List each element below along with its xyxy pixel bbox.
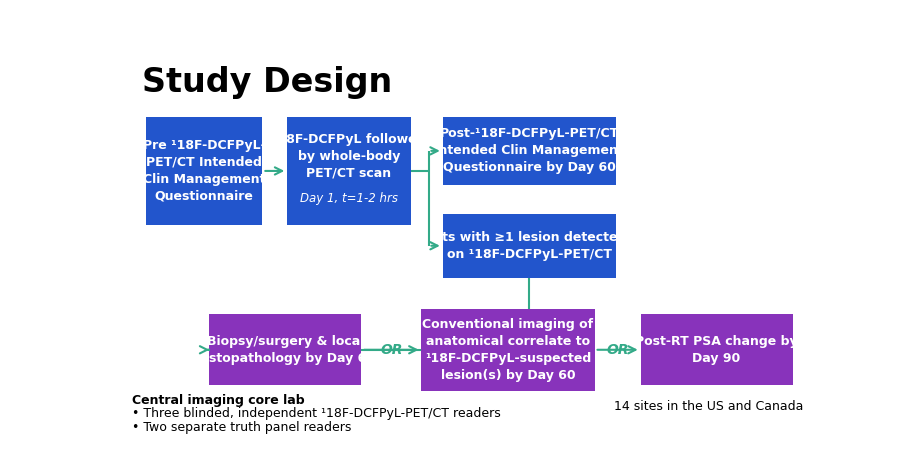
- Text: Study Design: Study Design: [142, 66, 392, 99]
- FancyBboxPatch shape: [421, 309, 594, 391]
- Text: Pts with ≥1 lesion detected
on ¹18F-DCFPyL-PET/CT: Pts with ≥1 lesion detected on ¹18F-DCFP…: [432, 231, 625, 261]
- FancyBboxPatch shape: [210, 314, 361, 385]
- Text: • Two separate truth panel readers: • Two separate truth panel readers: [131, 421, 351, 434]
- FancyBboxPatch shape: [287, 117, 411, 225]
- Text: Pre ¹18F-DCFPyL-
PET/CT Intended
Clin Management
Questionnaire: Pre ¹18F-DCFPyL- PET/CT Intended Clin Ma…: [143, 139, 265, 203]
- Text: OR: OR: [380, 343, 402, 357]
- FancyBboxPatch shape: [146, 117, 262, 225]
- Text: Conventional imaging of
anatomical correlate to
¹18F-DCFPyL-suspected
lesion(s) : Conventional imaging of anatomical corre…: [422, 318, 593, 382]
- FancyBboxPatch shape: [442, 117, 615, 185]
- Text: ¹18F-DCFPyL followed
by whole-body
PET/CT scan: ¹18F-DCFPyL followed by whole-body PET/C…: [272, 133, 425, 180]
- Text: Day 1, t=1-2 hrs: Day 1, t=1-2 hrs: [300, 192, 397, 205]
- Text: OR: OR: [606, 343, 628, 357]
- Text: Post-¹18F-DCFPyL-PET/CT
Intended Clin Management
Questionnaire by Day 60: Post-¹18F-DCFPyL-PET/CT Intended Clin Ma…: [434, 128, 623, 174]
- Text: • Three blinded, independent ¹18F-DCFPyL-PET/CT readers: • Three blinded, independent ¹18F-DCFPyL…: [131, 407, 500, 420]
- Text: Post-RT PSA change by
Day 90: Post-RT PSA change by Day 90: [635, 335, 797, 365]
- Text: 14 sites in the US and Canada: 14 sites in the US and Canada: [613, 400, 803, 413]
- FancyBboxPatch shape: [442, 214, 615, 278]
- Text: Central imaging core lab: Central imaging core lab: [131, 394, 304, 408]
- FancyBboxPatch shape: [640, 314, 792, 385]
- Text: Biopsy/surgery & local
histopathology by Day 60: Biopsy/surgery & local histopathology by…: [196, 335, 374, 365]
